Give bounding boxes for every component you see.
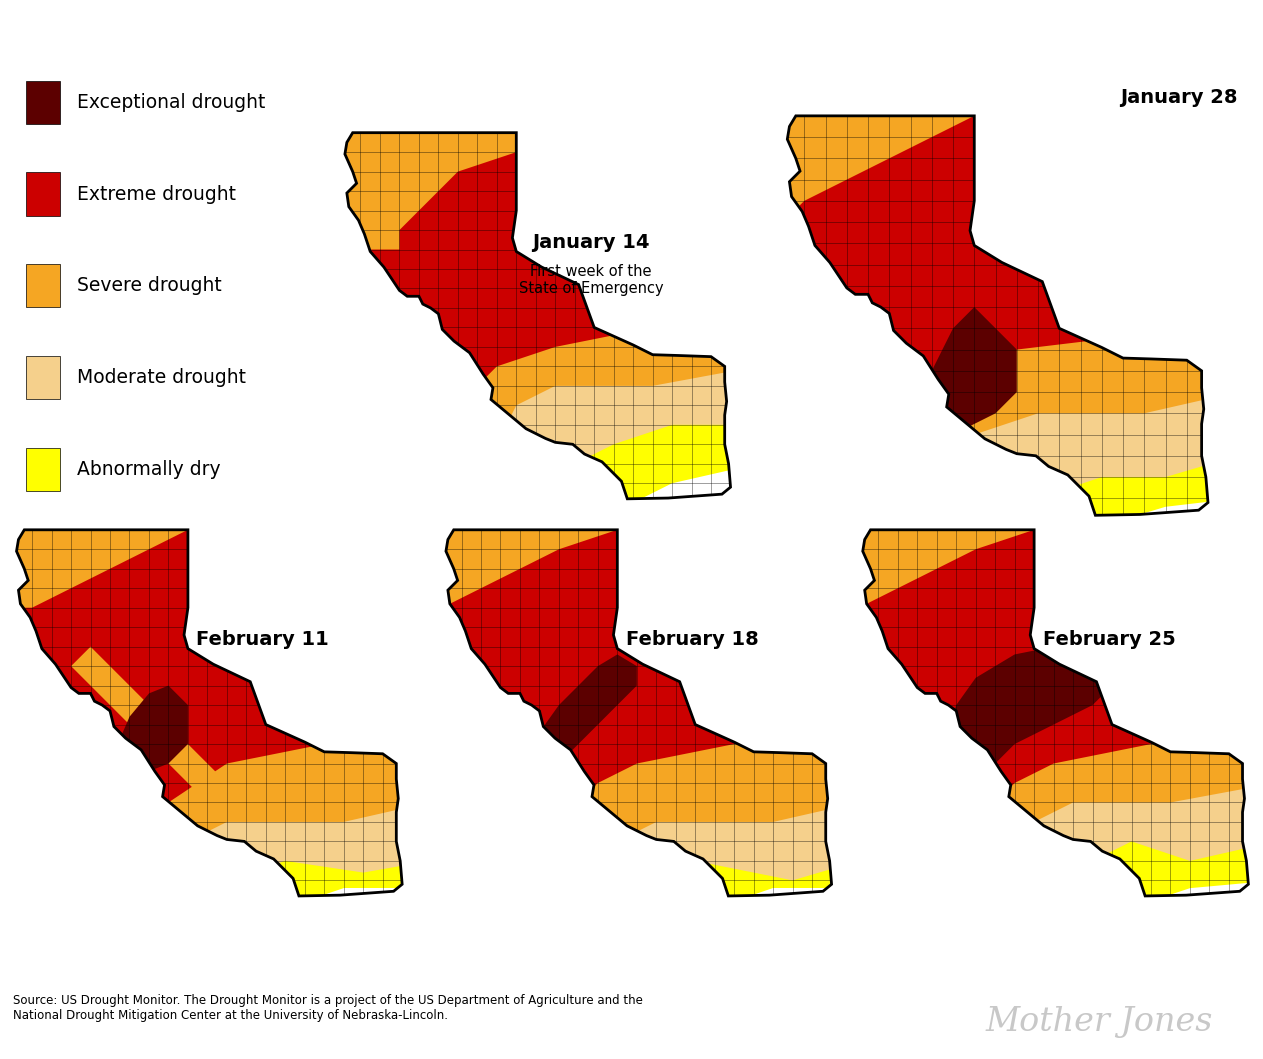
Polygon shape [840, 510, 1263, 919]
Text: Moderate drought: Moderate drought [77, 369, 246, 388]
Polygon shape [0, 510, 461, 919]
Text: January 14: January 14 [532, 233, 650, 252]
Polygon shape [285, 889, 429, 908]
Polygon shape [1081, 499, 1238, 528]
Polygon shape [1132, 880, 1263, 908]
Polygon shape [1014, 783, 1263, 908]
Text: January 28: January 28 [1120, 88, 1238, 107]
FancyBboxPatch shape [27, 356, 61, 399]
Polygon shape [597, 803, 859, 908]
FancyBboxPatch shape [27, 173, 61, 216]
Polygon shape [0, 510, 188, 608]
Polygon shape [423, 510, 618, 608]
Polygon shape [715, 889, 859, 908]
Text: First week of the
State of Emergency: First week of the State of Emergency [519, 264, 663, 297]
Text: Mother Jones: Mother Jones [985, 1006, 1212, 1038]
FancyBboxPatch shape [27, 448, 61, 491]
Polygon shape [1017, 455, 1238, 528]
Polygon shape [911, 328, 1238, 528]
Polygon shape [71, 647, 227, 803]
Text: Exceptional drought: Exceptional drought [77, 93, 265, 111]
Polygon shape [532, 654, 637, 783]
Polygon shape [762, 94, 1263, 541]
Polygon shape [110, 685, 188, 822]
FancyBboxPatch shape [27, 265, 61, 307]
Polygon shape [423, 510, 890, 919]
Polygon shape [956, 724, 1263, 908]
Text: February 25: February 25 [1042, 630, 1176, 649]
Text: Source: US Drought Monitor. The Drought Monitor is a project of the US Departmen: Source: US Drought Monitor. The Drought … [13, 994, 643, 1022]
Polygon shape [539, 724, 859, 908]
Polygon shape [614, 464, 758, 510]
Polygon shape [762, 94, 974, 222]
Text: February 11: February 11 [196, 630, 330, 649]
Text: Abnormally dry: Abnormally dry [77, 460, 221, 479]
Polygon shape [110, 724, 429, 908]
Polygon shape [207, 861, 429, 908]
Polygon shape [168, 803, 429, 908]
Polygon shape [840, 510, 1034, 608]
Polygon shape [954, 392, 1238, 528]
Polygon shape [932, 307, 1017, 434]
Polygon shape [458, 308, 758, 510]
Text: February 18: February 18 [625, 630, 759, 649]
FancyBboxPatch shape [27, 80, 61, 124]
Polygon shape [496, 366, 758, 510]
Polygon shape [1074, 842, 1263, 908]
Polygon shape [556, 425, 758, 510]
Polygon shape [322, 113, 517, 250]
Polygon shape [949, 639, 1111, 803]
Text: Severe drought: Severe drought [77, 276, 222, 295]
Polygon shape [322, 113, 789, 522]
Polygon shape [637, 861, 859, 908]
Text: Extreme drought: Extreme drought [77, 184, 236, 203]
